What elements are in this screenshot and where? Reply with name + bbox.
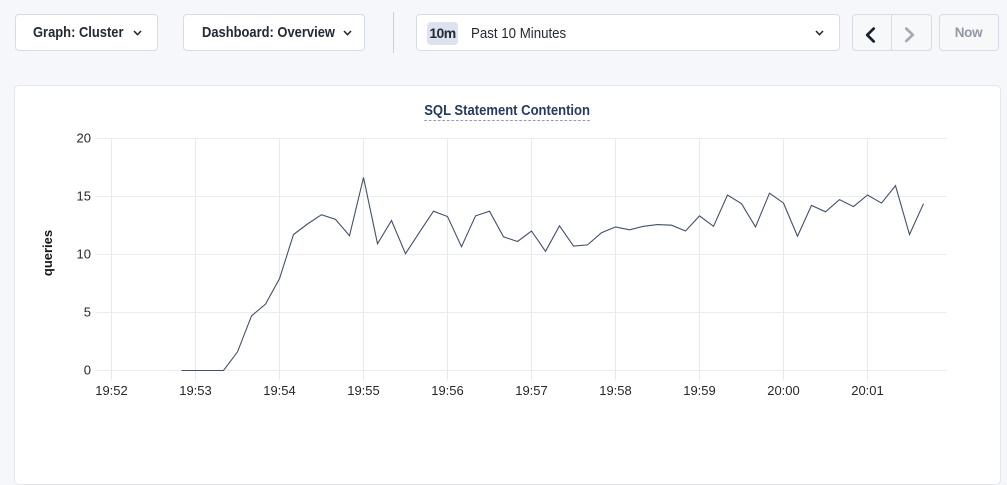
svg-text:15: 15 — [77, 189, 91, 204]
svg-text:19:52: 19:52 — [95, 383, 128, 398]
svg-text:0: 0 — [84, 363, 91, 378]
svg-text:5: 5 — [84, 305, 91, 320]
svg-text:19:53: 19:53 — [179, 383, 212, 398]
svg-text:19:56: 19:56 — [431, 383, 464, 398]
svg-text:19:57: 19:57 — [515, 383, 548, 398]
svg-text:20:00: 20:00 — [767, 383, 800, 398]
svg-text:10: 10 — [77, 247, 91, 262]
svg-text:19:59: 19:59 — [683, 383, 716, 398]
svg-text:20: 20 — [77, 131, 91, 146]
svg-text:19:55: 19:55 — [347, 383, 380, 398]
svg-text:19:54: 19:54 — [263, 383, 296, 398]
svg-text:20:01: 20:01 — [851, 383, 884, 398]
svg-text:19:58: 19:58 — [599, 383, 632, 398]
svg-text:queries: queries — [40, 230, 55, 276]
